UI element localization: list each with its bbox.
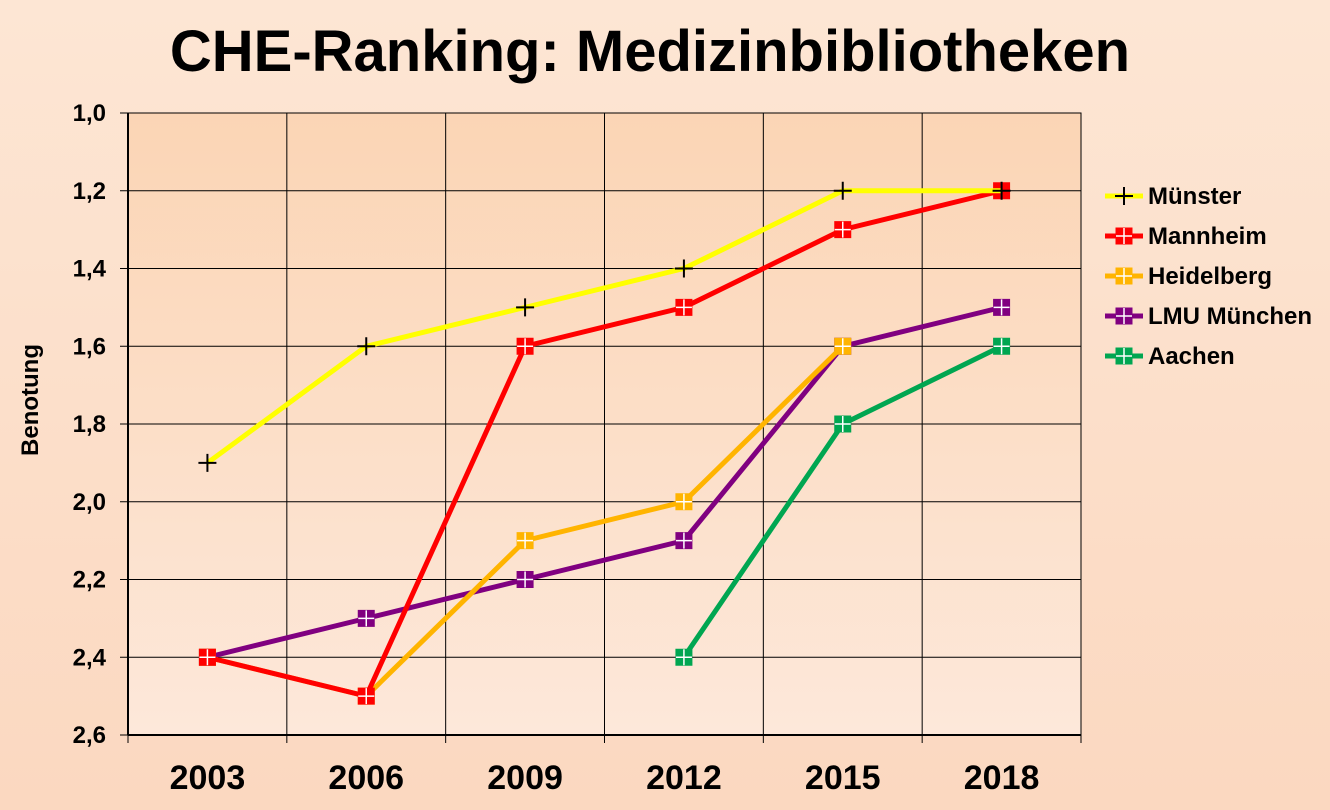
y-tick-label: 2,4 bbox=[73, 644, 107, 671]
data-point bbox=[834, 415, 852, 433]
data-point bbox=[834, 221, 852, 239]
legend-label: Heidelberg bbox=[1148, 263, 1272, 290]
legend-item: LMU München bbox=[1105, 303, 1312, 330]
data-point bbox=[516, 298, 535, 317]
legend-label: LMU München bbox=[1148, 303, 1312, 330]
series-lines bbox=[198, 181, 1011, 705]
data-point bbox=[516, 337, 534, 355]
axes bbox=[120, 112, 1082, 743]
series-line bbox=[206, 188, 1003, 699]
data-point bbox=[675, 648, 693, 666]
y-tick-label: 2,0 bbox=[73, 489, 106, 516]
data-point bbox=[675, 298, 693, 316]
legend-item: Mannheim bbox=[1105, 223, 1267, 250]
x-tick-label: 2003 bbox=[170, 759, 246, 797]
data-point bbox=[675, 532, 693, 550]
data-point bbox=[992, 181, 1011, 200]
series-aachen bbox=[675, 337, 1011, 666]
y-axis-label: Benotung bbox=[17, 344, 44, 456]
data-point bbox=[516, 571, 534, 588]
chart-title: CHE-Ranking: Medizinbibliotheken bbox=[169, 19, 1131, 84]
y-tick-label: 1,6 bbox=[73, 333, 106, 360]
legend-marker bbox=[1115, 187, 1133, 205]
y-tick-label: 2,6 bbox=[73, 722, 106, 749]
data-point bbox=[357, 609, 375, 627]
series-line bbox=[205, 188, 1002, 465]
legend-label: Münster bbox=[1148, 183, 1241, 210]
x-tick-label: 2009 bbox=[487, 759, 563, 797]
data-point bbox=[198, 648, 216, 666]
data-point bbox=[675, 493, 693, 511]
data-point bbox=[674, 259, 693, 278]
y-tick-label: 1,8 bbox=[73, 411, 106, 438]
series-line bbox=[206, 304, 1003, 660]
x-tick-label: 2012 bbox=[646, 759, 722, 797]
legend-item: Heidelberg bbox=[1105, 263, 1272, 290]
data-point bbox=[993, 298, 1011, 316]
series-m-nster bbox=[198, 181, 1011, 472]
x-tick-label: 2018 bbox=[964, 759, 1040, 797]
legend-marker bbox=[1115, 347, 1133, 365]
y-tick-label: 1,2 bbox=[73, 178, 106, 205]
data-point bbox=[833, 181, 852, 200]
legend-marker bbox=[1115, 267, 1133, 285]
x-tick-labels: 2003 2006 2009 2012 2015 2018 bbox=[170, 759, 1040, 797]
series-mannheim bbox=[198, 182, 1011, 705]
y-tick-label: 1,4 bbox=[73, 256, 107, 283]
legend-label: Aachen bbox=[1148, 343, 1235, 370]
data-point bbox=[516, 532, 534, 550]
legend-item: Aachen bbox=[1105, 343, 1235, 370]
grid-lines bbox=[127, 112, 1082, 736]
x-tick-label: 2015 bbox=[805, 759, 881, 797]
y-tick-label: 1,0 bbox=[73, 100, 106, 127]
data-point bbox=[357, 687, 375, 705]
data-point bbox=[357, 337, 376, 356]
legend-marker bbox=[1115, 227, 1133, 245]
legend-label: Mannheim bbox=[1148, 223, 1267, 250]
legend-item: Münster bbox=[1105, 183, 1241, 210]
y-tick-labels: 1,0 1,2 1,4 1,6 1,8 2,0 2,2 2,4 2,6 bbox=[73, 100, 107, 749]
data-point bbox=[993, 337, 1011, 355]
x-tick-label: 2006 bbox=[328, 759, 404, 797]
legend: Münster Mannheim Heidelberg LMU München Aach… bbox=[1105, 183, 1312, 370]
legend-marker bbox=[1115, 307, 1133, 325]
data-point bbox=[834, 337, 852, 355]
data-point bbox=[198, 453, 217, 472]
y-tick-label: 2,2 bbox=[73, 567, 106, 594]
